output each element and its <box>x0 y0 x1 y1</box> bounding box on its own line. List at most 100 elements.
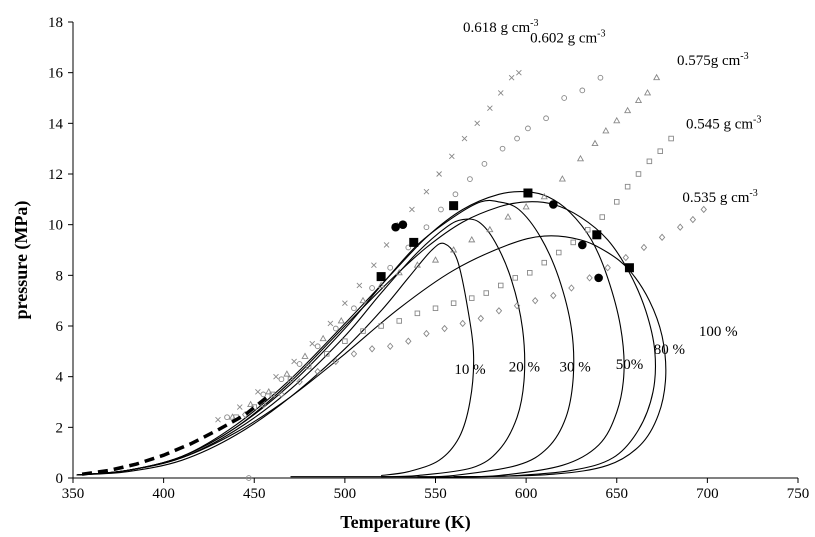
diamond-marker <box>676 223 684 231</box>
cross-marker <box>516 69 522 76</box>
diamond-marker <box>350 350 358 358</box>
critical-point-square <box>409 237 419 247</box>
diamond-marker <box>689 215 697 224</box>
cross-marker <box>461 135 468 142</box>
y-tick-label: 12 <box>48 167 63 183</box>
cross-marker <box>371 262 377 269</box>
density-label-exponent: -3 <box>749 188 757 199</box>
triangle-marker <box>319 334 327 342</box>
diamond-marker <box>314 367 321 376</box>
density-label-text: 0.575g cm <box>677 53 741 69</box>
critical-point-circle <box>578 240 587 250</box>
circle-marker <box>561 95 568 101</box>
diamond-marker <box>368 345 376 353</box>
triangle-marker <box>247 400 255 407</box>
circle-marker <box>499 145 506 152</box>
cross-marker <box>273 373 279 380</box>
diamond-marker <box>296 378 303 386</box>
square-marker <box>414 310 421 317</box>
circle-marker <box>543 115 549 122</box>
square-marker <box>287 376 294 382</box>
x-axis-label: Temperature (K) <box>340 512 470 532</box>
critical-point-square <box>449 201 459 211</box>
diamond-marker <box>568 284 575 292</box>
square-marker <box>657 148 664 154</box>
density-label: 0.602 g cm-3 <box>530 28 605 46</box>
x-tick-label: 600 <box>515 486 538 502</box>
circle-marker <box>260 391 267 398</box>
y-tick-label: 14 <box>48 116 64 132</box>
circle-marker <box>481 161 488 167</box>
circle-marker <box>579 87 586 94</box>
critical-point-circle <box>594 273 603 283</box>
diamond-marker <box>423 329 430 338</box>
density-label-exponent: -3 <box>530 18 538 29</box>
triangle-marker <box>431 256 440 263</box>
phase-envelope-curve <box>76 235 667 478</box>
circle-marker <box>369 285 375 291</box>
circle-marker <box>525 125 531 132</box>
square-marker <box>324 351 330 357</box>
density-label-exponent: -3 <box>597 28 605 39</box>
cross-marker <box>356 282 363 289</box>
cross-marker <box>327 320 334 327</box>
square-marker <box>646 158 653 165</box>
axes: 350 400 450 500 550 600 650 700 750 0 2 4 6 8 10 12 14 16… <box>48 15 809 502</box>
triangle-marker <box>602 127 610 134</box>
critical-point-square <box>592 230 602 240</box>
square-marker <box>342 338 348 344</box>
triangle-marker <box>265 387 273 395</box>
density-label: 0.575g cm-3 <box>677 51 749 69</box>
critical-point-square <box>624 263 634 273</box>
y-tick-label: 2 <box>56 420 64 436</box>
circle-marker <box>423 224 430 231</box>
square-marker <box>635 171 642 177</box>
diamond-marker <box>386 342 394 350</box>
circle-marker <box>597 74 604 81</box>
x-tick-label: 350 <box>62 486 85 502</box>
density-label-text: 0.545 g cm <box>686 116 753 132</box>
circle-marker <box>387 264 394 271</box>
envelope-label: 80 % <box>654 342 685 358</box>
phase-envelope-curve <box>76 201 657 478</box>
data-series <box>81 69 707 481</box>
diamond-marker <box>531 296 539 305</box>
cross-marker <box>342 300 348 307</box>
x-tick-label: 400 <box>152 486 175 502</box>
square-marker <box>541 259 548 266</box>
density-label-text: 0.618 g cm <box>463 20 530 36</box>
cross-marker <box>291 358 297 365</box>
triangle-marker <box>540 192 548 200</box>
square-marker <box>570 239 577 246</box>
diamond-marker <box>459 319 466 328</box>
triangle-marker <box>337 317 345 324</box>
density-label-exponent: -3 <box>753 114 761 125</box>
diamond-marker <box>278 390 285 399</box>
triangle-marker <box>359 296 367 304</box>
cross-marker <box>474 120 481 127</box>
square-marker <box>614 199 620 205</box>
circle-marker <box>278 376 285 383</box>
diamond-marker <box>495 307 503 315</box>
diamond-marker <box>550 291 557 300</box>
critical-point-circle <box>391 222 400 232</box>
diamond-marker <box>405 337 412 345</box>
diamond-marker <box>513 302 521 310</box>
circle-marker <box>438 206 444 213</box>
circle-marker <box>351 305 357 312</box>
triangle-marker <box>624 106 632 114</box>
triangle-marker <box>486 225 494 233</box>
dashed-series-line <box>81 394 270 476</box>
cross-marker <box>409 206 415 213</box>
square-marker <box>469 295 475 301</box>
triangle-marker <box>591 139 599 147</box>
envelope-label: 50% <box>616 357 644 373</box>
envelope-label: 20 % <box>509 360 540 376</box>
square-marker <box>360 328 366 334</box>
x-tick-label: 750 <box>787 486 810 502</box>
y-tick-label: 0 <box>56 471 64 487</box>
triangle-marker <box>613 116 621 124</box>
diamond-marker <box>332 357 340 366</box>
x-tick-label: 700 <box>696 486 719 502</box>
